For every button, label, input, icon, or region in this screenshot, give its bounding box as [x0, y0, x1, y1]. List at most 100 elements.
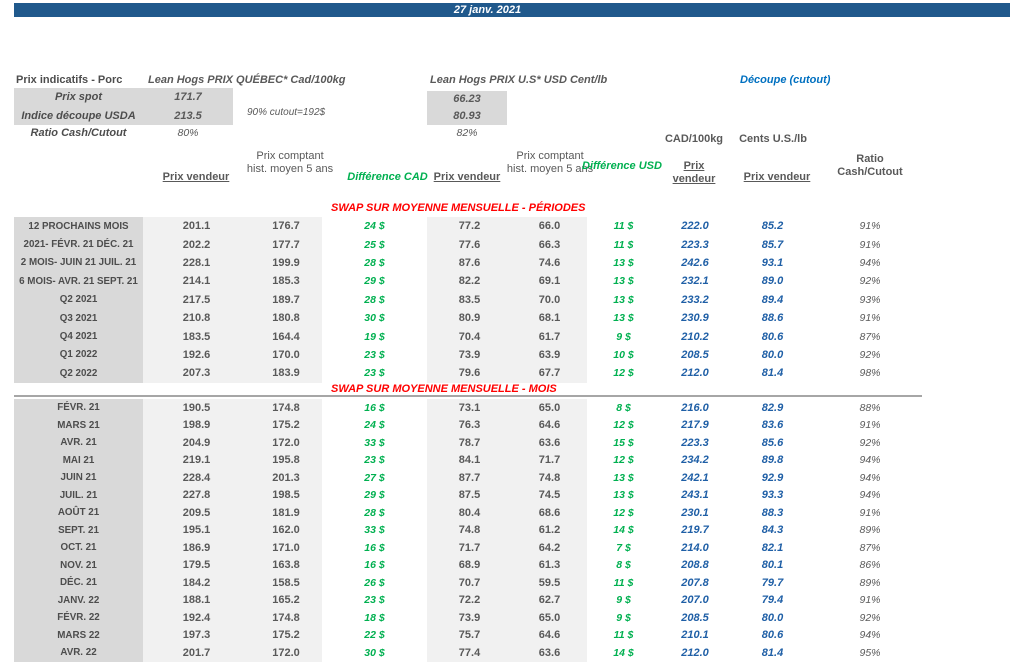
table-row: NOV. 21 179.5 163.8 16 $ 68.9 61.3 8 $ 2… [14, 556, 925, 574]
prix-vendeur-usd-cell: 77.2 [427, 217, 512, 236]
cutout-header: Découpe (cutout) [740, 74, 831, 86]
ratio-cash-cutout-usd: 82% [456, 127, 478, 139]
ratio-cell: 94% [859, 454, 881, 467]
table-row: AVR. 22 201.7 172.0 30 $ 77.4 63.6 14 $ … [14, 644, 925, 662]
prix-vendeur-usd-cell: 71.7 [427, 539, 512, 557]
cutout-cad-cell: 208.5 [681, 611, 709, 624]
prix-vendeur-cad-cell: 186.9 [143, 539, 250, 557]
prix-vendeur-cad-cell: 192.4 [143, 609, 250, 627]
difference-usd-cell: 10 $ [613, 348, 634, 361]
cutout-cad-cell: 242.1 [681, 471, 709, 484]
cutout-cad-cell: 223.3 [681, 238, 709, 251]
prix-vendeur-usd-cell: 70.7 [427, 574, 512, 592]
prix-vendeur-usd-cell: 72.2 [427, 591, 512, 609]
usda-label: Indice découpe USDA [21, 109, 136, 122]
prix-comptant-usd-cell: 68.6 [512, 504, 587, 522]
difference-usd-cell: 14 $ [613, 646, 634, 659]
difference-cad-cell: 25 $ [364, 238, 385, 251]
ratio-cell: 91% [859, 312, 881, 325]
prix-vendeur-usd-cell: 87.7 [427, 469, 512, 487]
prix-vendeur-usd-cell: 70.4 [427, 327, 512, 346]
prix-vendeur-cad-cell: 192.6 [143, 345, 250, 365]
cutout-us-cell: 88.3 [761, 506, 784, 519]
cutout-us-cell: 85.6 [761, 436, 784, 449]
difference-cad-cell: 18 $ [364, 611, 385, 624]
cutout-cad-cell: 243.1 [681, 489, 709, 502]
prix-vendeur-usd-cell: 87.6 [427, 253, 512, 273]
cutout-us-cell: 89.8 [761, 454, 784, 467]
cutout-cad-cell: 216.0 [681, 401, 709, 414]
difference-usd-cell: 11 $ [613, 576, 634, 589]
table-row: 6 MOIS- AVR. 21 SEPT. 21 214.1 185.3 29 … [14, 272, 925, 291]
ratio-cell: 94% [859, 629, 881, 642]
table-row: FÉVR. 22 192.4 174.8 18 $ 73.9 65.0 9 $ … [14, 609, 925, 627]
month-label-cell: AVR. 22 [14, 644, 143, 662]
difference-usd-cell: 13 $ [613, 489, 634, 502]
difference-usd-cell: 15 $ [613, 436, 634, 449]
prix-vendeur-cad-cell: 179.5 [143, 556, 250, 574]
table-row: MARS 22 197.3 175.2 22 $ 75.7 64.6 11 $ … [14, 626, 925, 644]
prix-comptant-cad-cell: 180.8 [250, 308, 322, 328]
difference-usd-cell: 14 $ [613, 524, 634, 537]
cutout-cad-cell: 210.1 [681, 629, 709, 642]
cutout-us-cell: 80.0 [761, 611, 784, 624]
month-label-cell: DÉC. 21 [14, 574, 143, 592]
prix-vendeur-usd-cell: 79.6 [427, 364, 512, 383]
difference-cad-cell: 26 $ [364, 576, 385, 589]
prix-comptant-usd-cell: 67.7 [512, 364, 587, 383]
cutout-cad-cell: 234.2 [681, 454, 709, 467]
month-label-cell: NOV. 21 [14, 556, 143, 574]
usda-value-usd: 80.93 [453, 110, 481, 122]
ratio-cell: 98% [859, 367, 881, 380]
difference-cad-cell: 16 $ [364, 559, 385, 572]
cutout-cad-cell: 208.5 [681, 348, 709, 361]
prix-vendeur-cad-cell: 201.1 [143, 217, 250, 236]
prix-comptant-cad-cell: 175.2 [250, 416, 322, 434]
difference-usd-cell: 13 $ [613, 293, 634, 306]
table-row: JANV. 22 188.1 165.2 23 $ 72.2 62.7 9 $ … [14, 591, 925, 609]
cutout-cad-cell: 242.6 [681, 256, 709, 269]
prix-vendeur-usd-cell: 78.7 [427, 434, 512, 452]
prix-comptant-usd-cell: 70.0 [512, 290, 587, 309]
month-label-cell: AVR. 21 [14, 434, 143, 452]
spot-summary-usd: 66.23 80.93 [427, 91, 507, 125]
cutout-us-cell: 84.3 [761, 524, 784, 537]
table-row: AOÛT 21 209.5 181.9 28 $ 80.4 68.6 12 $ … [14, 504, 925, 522]
prix-comptant-cad-cell: 172.0 [250, 644, 322, 662]
ratio-cell: 94% [859, 471, 881, 484]
us-price-header: Lean Hogs PRIX U.S* USD Cent/lb [430, 74, 608, 86]
prix-comptant-cad-cell: 174.8 [250, 609, 322, 627]
difference-cad-cell: 27 $ [364, 471, 385, 484]
ratio-cell: 86% [859, 559, 881, 572]
cutout-cad-cell: 217.9 [681, 419, 709, 432]
cutout-us-cell: 82.1 [761, 541, 784, 554]
difference-usd-cell: 13 $ [613, 275, 634, 288]
prix-vendeur-usd-cell: 73.1 [427, 399, 512, 417]
prix-vendeur-cad-cell: 190.5 [143, 399, 250, 417]
prix-comptant-cad-cell: 174.8 [250, 399, 322, 417]
cutout-us-cell: 81.4 [761, 646, 784, 659]
prix-comptant-usd-cell: 63.6 [512, 644, 587, 662]
prix-comptant-cad-cell: 164.4 [250, 327, 322, 346]
prix-vendeur-cad-cell: 228.1 [143, 253, 250, 273]
ratio-cell: 89% [859, 576, 881, 589]
difference-usd-cell: 13 $ [613, 312, 634, 325]
table-row: Q4 2021 183.5 164.4 19 $ 70.4 61.7 9 $ 2… [14, 327, 925, 346]
cutout-us-cell: 80.6 [761, 629, 784, 642]
table-row: 12 PROCHAINS MOIS 201.1 176.7 24 $ 77.2 … [14, 217, 925, 236]
prix-comptant-usd-cell: 66.3 [512, 235, 587, 254]
difference-cad-cell: 28 $ [364, 293, 385, 306]
difference-cad-cell: 23 $ [364, 454, 385, 467]
spot-summary-cad: Prix spot 171.7 Indice découpe USDA 213.… [14, 88, 233, 125]
cutout-cad-cell: 214.0 [681, 541, 709, 554]
prix-comptant-cad-cell: 181.9 [250, 504, 322, 522]
cutout-us-cell: 92.9 [761, 471, 784, 484]
table-row: Q1 2022 192.6 170.0 23 $ 73.9 63.9 10 $ … [14, 345, 925, 365]
table-row: 2021- FÉVR. 21 DÉC. 21 202.2 177.7 25 $ … [14, 235, 925, 254]
prix-comptant-cad-cell: 195.8 [250, 451, 322, 469]
table-row: SEPT. 21 195.1 162.0 33 $ 74.8 61.2 14 $… [14, 521, 925, 539]
prix-vendeur-usd-cell: 87.5 [427, 486, 512, 504]
ratio-cell: 94% [859, 256, 881, 269]
header-prix-comptant-cad: Prix comptant hist. moyen 5 ans [246, 150, 334, 175]
